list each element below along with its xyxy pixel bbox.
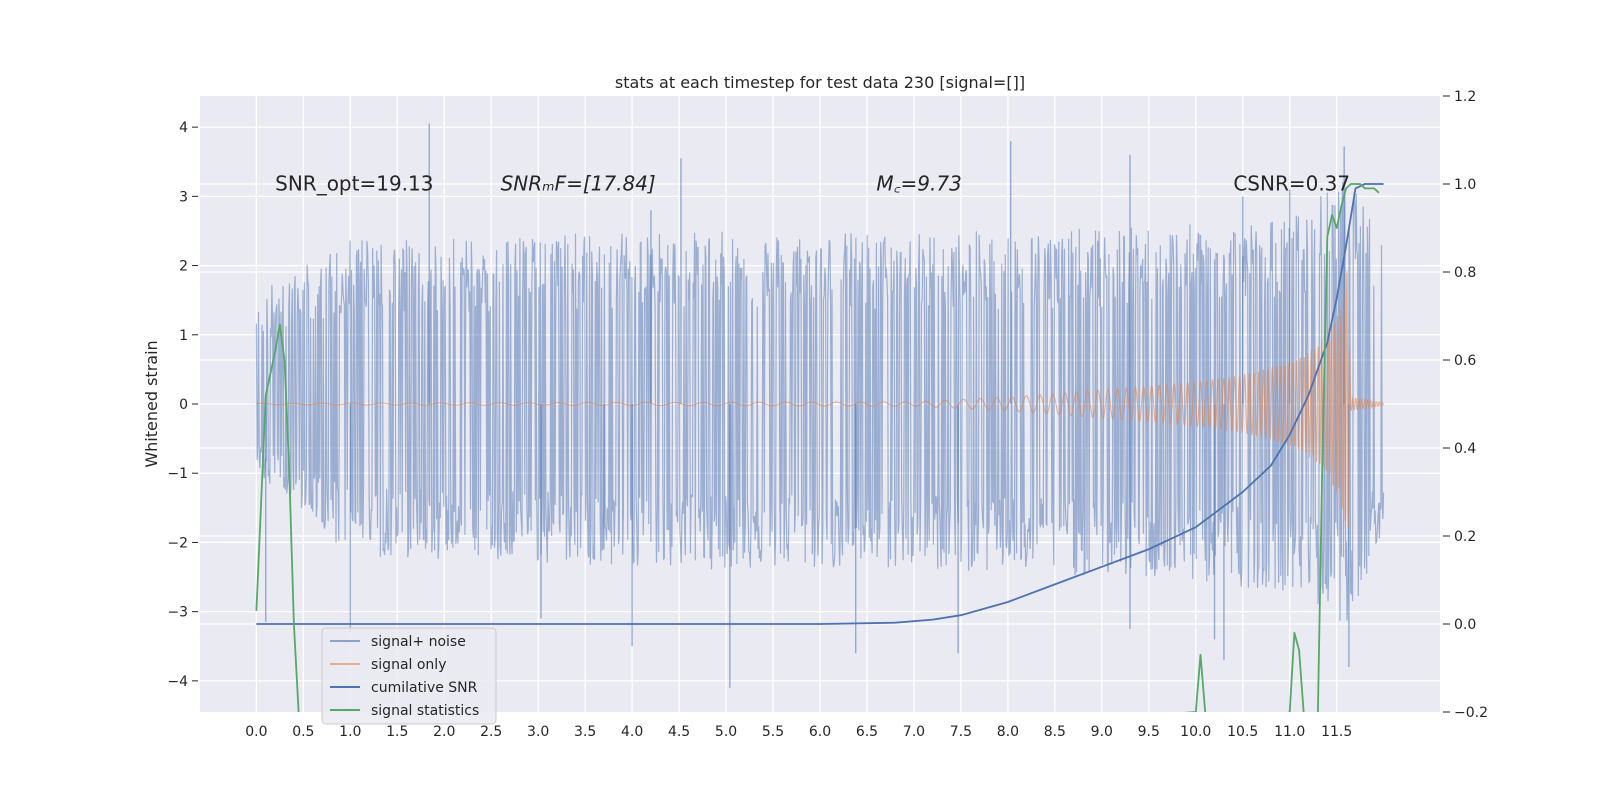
y-right-tick-label: 1.2 bbox=[1454, 89, 1476, 105]
x-tick-label: 5.5 bbox=[762, 724, 784, 740]
x-tick-label: 2.0 bbox=[433, 724, 455, 740]
axes: 0.0 0.5 1.0 1.5 2.0 2.5 3.0 3.5 4.0 4.5 5.0 5.5 6.0 6… bbox=[167, 89, 1488, 740]
y-right-tick-label: 1.0 bbox=[1454, 177, 1476, 193]
annotation-label: SNRₘF=[17.84] bbox=[501, 172, 656, 196]
annotations: SNR_opt=19.13 SNRₘF=[17.84] M꜀=9.73 CSNR=0.… bbox=[275, 172, 1350, 196]
y-right-tick-label: 0.2 bbox=[1454, 529, 1476, 545]
y-right-tick-label: −0.2 bbox=[1454, 705, 1488, 721]
x-tick-label: 11.0 bbox=[1274, 724, 1305, 740]
series-signal-statistics-line bbox=[255, 183, 1380, 712]
annotation-label: M꜀=9.73 bbox=[876, 172, 961, 196]
series-signal-noise-line bbox=[255, 181, 1385, 621]
legend-label: signal+ noise bbox=[371, 634, 466, 650]
x-tick-label: 9.0 bbox=[1091, 724, 1113, 740]
annotation-label: CSNR=0.37 bbox=[1233, 172, 1350, 196]
x-tick-label: 8.0 bbox=[997, 724, 1019, 740]
y-axis-label: Whitened strain bbox=[142, 340, 161, 467]
series-cumulative-snr-line bbox=[256, 183, 1384, 625]
x-tick-label: 5.0 bbox=[715, 724, 737, 740]
y-tick-label: 3 bbox=[179, 189, 188, 205]
x-tick-label: 7.5 bbox=[950, 724, 972, 740]
x-tick-label: 7.0 bbox=[903, 724, 925, 740]
x-tick-label: 4.5 bbox=[668, 724, 690, 740]
y-tick-label: −1 bbox=[167, 466, 188, 482]
y-tick-label: −3 bbox=[167, 605, 188, 621]
legend-label: signal statistics bbox=[371, 703, 479, 719]
x-tick-label: 6.0 bbox=[809, 724, 831, 740]
chart-title: stats at each timestep for test data 230… bbox=[615, 73, 1025, 92]
x-tick-label: 1.0 bbox=[339, 724, 361, 740]
x-tick-label: 4.0 bbox=[621, 724, 643, 740]
y-tick-label: −2 bbox=[167, 535, 188, 551]
y-tick-label: 2 bbox=[179, 259, 188, 275]
annotation-label: SNR_opt=19.13 bbox=[275, 172, 433, 196]
legend-label: cumilative SNR bbox=[371, 680, 478, 696]
x-tick-label: 3.5 bbox=[574, 724, 596, 740]
x-tick-label: 1.5 bbox=[386, 724, 408, 740]
x-tick-label: 10.0 bbox=[1180, 724, 1211, 740]
x-tick-label: 3.0 bbox=[527, 724, 549, 740]
x-tick-label: 9.5 bbox=[1138, 724, 1160, 740]
y-right-tick-label: 0.4 bbox=[1454, 441, 1476, 457]
y-tick-label: 1 bbox=[179, 328, 188, 344]
x-tick-label: 2.5 bbox=[480, 724, 502, 740]
y-right-tick-label: 0.0 bbox=[1454, 617, 1476, 633]
y-right-tick-label: 0.6 bbox=[1454, 353, 1476, 369]
legend-box bbox=[321, 627, 497, 725]
x-tick-label: 11.5 bbox=[1321, 724, 1352, 740]
x-tick-label: 0.5 bbox=[292, 724, 314, 740]
series-layer bbox=[255, 123, 1385, 712]
y-tick-label: 0 bbox=[179, 397, 188, 413]
legend: signal+ noise signal only cumilative SNR si… bbox=[321, 627, 497, 725]
series-signal-only-line bbox=[256, 270, 1385, 529]
y-right-tick-label: 0.8 bbox=[1454, 265, 1476, 281]
x-tick-label: 10.5 bbox=[1227, 724, 1258, 740]
y-tick-label: 4 bbox=[179, 120, 188, 136]
y-tick-label: −4 bbox=[167, 674, 188, 690]
legend-label: signal only bbox=[371, 657, 446, 673]
x-tick-label: 0.0 bbox=[245, 724, 267, 740]
x-tick-label: 6.5 bbox=[856, 724, 878, 740]
x-tick-label: 8.5 bbox=[1044, 724, 1066, 740]
